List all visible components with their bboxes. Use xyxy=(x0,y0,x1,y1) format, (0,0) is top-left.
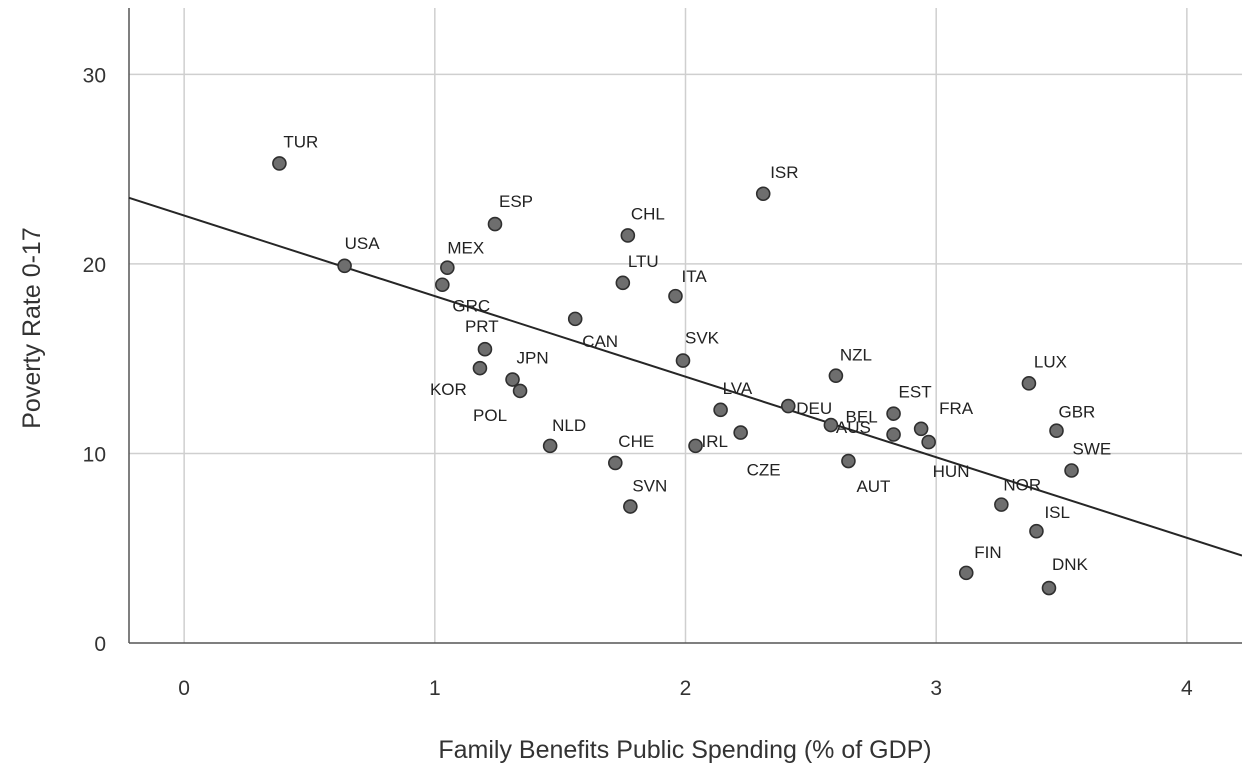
point-label-aus: AUS xyxy=(836,418,871,437)
data-point-ita xyxy=(668,288,683,304)
x-tick-label: 2 xyxy=(680,677,692,700)
point-label-grc: GRC xyxy=(452,297,490,316)
data-point-can xyxy=(567,311,583,327)
point-label-irl: IRL xyxy=(702,432,728,451)
data-point-che xyxy=(608,455,623,471)
point-label-est: EST xyxy=(899,383,932,402)
point-label-swe: SWE xyxy=(1073,440,1112,459)
point-label-chl: CHL xyxy=(631,204,665,223)
data-point-irl xyxy=(688,438,703,454)
point-label-mex: MEX xyxy=(447,239,484,258)
fit-line xyxy=(128,196,1242,557)
data-point-chl xyxy=(620,228,636,243)
point-label-pol: POL xyxy=(473,406,507,425)
data-point-hun xyxy=(921,434,936,450)
data-point-nzl xyxy=(828,368,844,384)
data-point-tur xyxy=(272,156,287,171)
data-point-esp xyxy=(487,216,503,232)
point-label-dnk: DNK xyxy=(1052,555,1089,574)
data-point-svn xyxy=(623,499,638,514)
data-point-grc xyxy=(435,277,450,293)
data-point-est xyxy=(886,406,901,421)
data-point-aut xyxy=(841,453,856,469)
point-labels: TUR USA MEX GRC ESP PRT KOR JPN POL CAN NLD CHL LTU I… xyxy=(283,132,1111,574)
point-label-bel: BEL xyxy=(846,407,878,426)
point-label-gbr: GBR xyxy=(1059,403,1096,422)
data-point-fin xyxy=(958,565,974,581)
data-point-bel xyxy=(886,427,901,442)
data-points xyxy=(272,156,1079,596)
y-tick-label: 20 xyxy=(83,254,106,277)
point-label-che: CHE xyxy=(618,432,654,451)
axes xyxy=(128,8,1242,644)
point-label-ltu: LTU xyxy=(628,252,659,271)
point-label-svk: SVK xyxy=(685,329,720,348)
point-label-nld: NLD xyxy=(552,416,586,435)
data-point-cze xyxy=(733,425,748,440)
point-label-hun: HUN xyxy=(933,462,970,481)
point-label-svn: SVN xyxy=(632,477,667,496)
tick-labels: 0 1 2 3 4 0 10 20 30 xyxy=(83,64,1193,700)
data-point-svk xyxy=(675,353,691,368)
grid-lines xyxy=(129,8,1242,643)
point-label-nor: NOR xyxy=(1003,476,1041,495)
data-point-ltu xyxy=(615,275,631,291)
point-label-fra: FRA xyxy=(939,399,974,418)
x-tick-label: 1 xyxy=(429,677,441,700)
data-point-isr xyxy=(755,186,771,202)
data-point-dnk xyxy=(1041,580,1057,596)
y-tick-label: 0 xyxy=(94,633,106,656)
point-label-jpn: JPN xyxy=(517,349,549,368)
y-tick-label: 30 xyxy=(83,64,106,87)
point-label-usa: USA xyxy=(345,234,381,253)
data-point-kor xyxy=(472,360,488,376)
data-point-mex xyxy=(440,260,455,275)
point-label-tur: TUR xyxy=(283,132,318,151)
data-point-fra xyxy=(913,421,929,437)
fit-line-group xyxy=(128,196,1242,557)
data-point-isl xyxy=(1029,523,1044,539)
y-tick-label: 10 xyxy=(83,443,106,466)
point-label-nzl: NZL xyxy=(840,346,872,365)
point-label-lux: LUX xyxy=(1034,352,1067,371)
point-label-kor: KOR xyxy=(430,380,467,399)
x-axis-title: Family Benefits Public Spending (% of GD… xyxy=(438,736,931,764)
point-label-isr: ISR xyxy=(770,163,798,182)
point-label-cze: CZE xyxy=(747,461,781,480)
point-label-deu: DEU xyxy=(796,399,832,418)
point-label-esp: ESP xyxy=(499,192,533,211)
data-point-pol xyxy=(512,383,528,399)
data-point-prt xyxy=(477,341,493,357)
data-point-jpn xyxy=(505,372,520,387)
data-point-nld xyxy=(542,438,558,454)
x-tick-label: 0 xyxy=(178,677,190,700)
point-label-lva: LVA xyxy=(723,379,753,398)
x-tick-label: 4 xyxy=(1181,677,1193,700)
data-point-swe xyxy=(1064,463,1079,478)
data-point-lux xyxy=(1021,376,1037,391)
point-label-isl: ISL xyxy=(1044,503,1070,522)
data-point-usa xyxy=(337,258,352,274)
point-label-fin: FIN xyxy=(974,543,1001,562)
point-label-ita: ITA xyxy=(681,267,707,286)
data-point-lva xyxy=(713,402,728,418)
point-label-can: CAN xyxy=(582,332,618,351)
point-label-prt: PRT xyxy=(465,317,499,336)
point-label-aut: AUT xyxy=(856,477,890,496)
y-axis-title: Poverty Rate 0-17 xyxy=(18,227,46,429)
data-point-deu xyxy=(780,398,796,414)
data-point-aus xyxy=(823,417,839,433)
data-point-gbr xyxy=(1049,423,1064,439)
data-point-nor xyxy=(994,497,1009,512)
x-tick-label: 3 xyxy=(930,677,942,700)
